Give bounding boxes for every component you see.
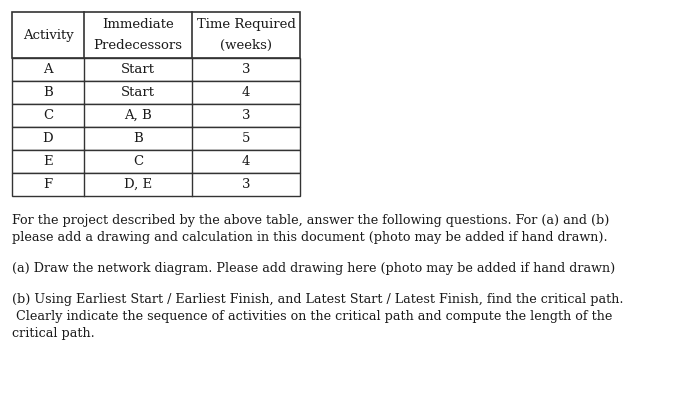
Text: Immediate: Immediate [102, 19, 174, 32]
Text: F: F [43, 178, 52, 191]
Text: Start: Start [121, 63, 155, 76]
Text: C: C [43, 109, 53, 122]
Bar [12, 58, 300, 81]
Text: For the project described by the above table, answer the following questions. Fo: For the project described by the above t… [12, 214, 610, 227]
Text: A: A [43, 63, 52, 76]
Text: E: E [43, 155, 52, 168]
Text: 4: 4 [241, 155, 250, 168]
Text: 3: 3 [241, 178, 251, 191]
Text: 3: 3 [241, 109, 251, 122]
Bar [12, 127, 300, 150]
Bar [12, 173, 300, 196]
Text: (weeks): (weeks) [220, 39, 272, 52]
Text: D, E: D, E [124, 178, 152, 191]
Text: Start: Start [121, 86, 155, 99]
Text: B: B [133, 132, 143, 145]
Text: please add a drawing and calculation in this document (photo may be added if han: please add a drawing and calculation in … [12, 232, 608, 245]
Text: Predecessors: Predecessors [94, 39, 183, 52]
Bar [12, 150, 300, 173]
Bar [12, 81, 300, 104]
Bar [12, 104, 300, 127]
Text: 3: 3 [241, 63, 251, 76]
Text: D: D [43, 132, 53, 145]
Text: (b) Using Earliest Start / Earliest Finish, and Latest Start / Latest Finish, fi: (b) Using Earliest Start / Earliest Fini… [12, 292, 624, 305]
Text: A, B: A, B [124, 109, 152, 122]
Text: Activity: Activity [22, 28, 74, 41]
Text: 4: 4 [241, 86, 250, 99]
Text: C: C [133, 155, 143, 168]
Text: B: B [43, 86, 53, 99]
Text: (a) Draw the network diagram. Please add drawing here (photo may be added if han: (a) Draw the network diagram. Please add… [12, 262, 615, 275]
Text: 5: 5 [241, 132, 250, 145]
Text: critical path.: critical path. [12, 327, 95, 340]
Text: Time Required: Time Required [197, 19, 295, 32]
Text: Clearly indicate the sequence of activities on the critical path and compute the: Clearly indicate the sequence of activit… [12, 310, 612, 323]
